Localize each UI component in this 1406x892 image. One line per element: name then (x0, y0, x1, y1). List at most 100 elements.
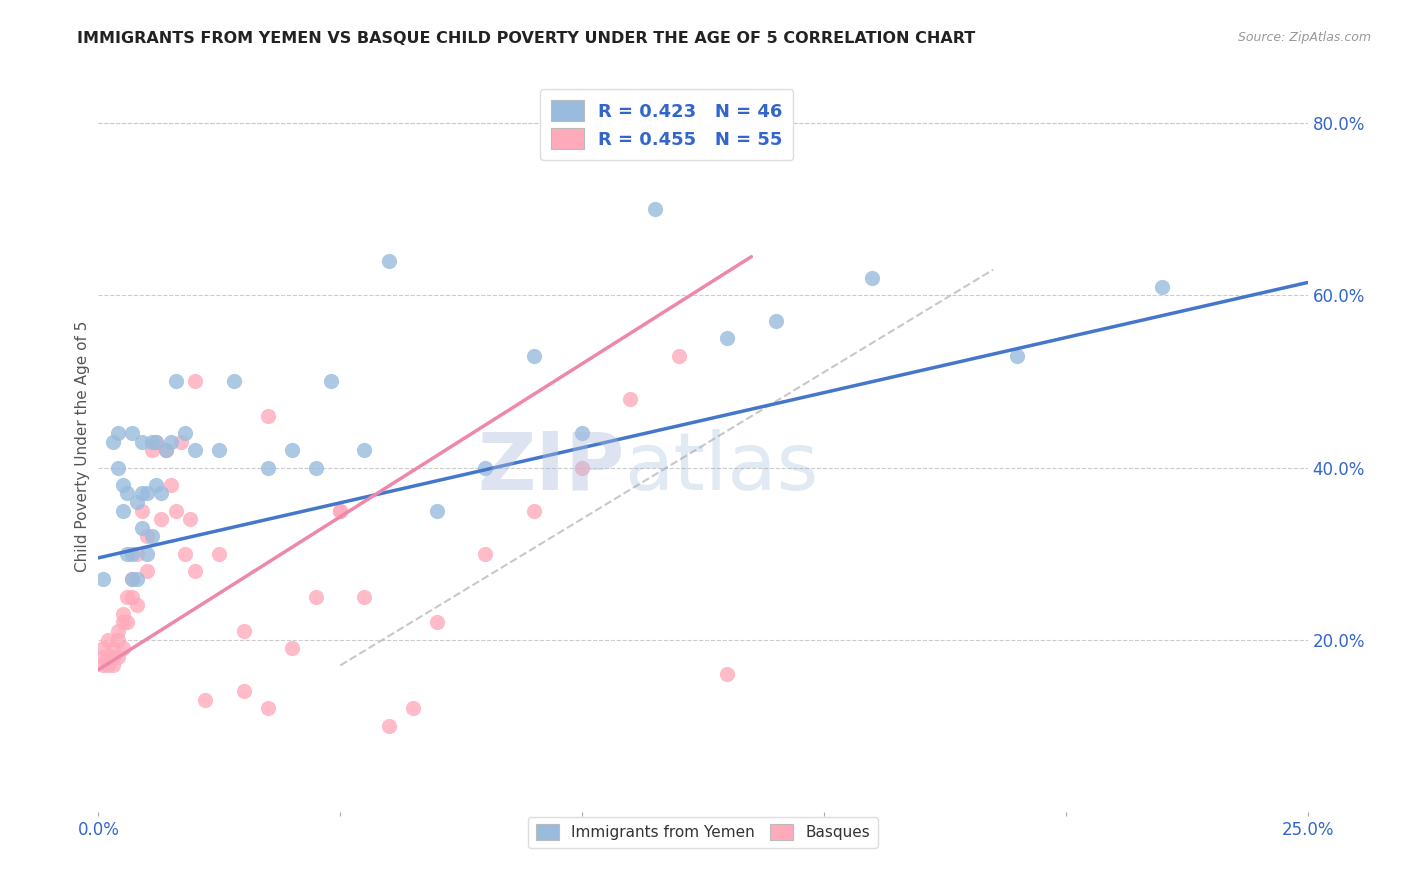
Text: Source: ZipAtlas.com: Source: ZipAtlas.com (1237, 31, 1371, 45)
Point (474, 460, 496, 475)
Point (111, 615, 134, 630)
Point (91, 573, 114, 587)
Point (91, 641, 114, 656)
Point (150, 486, 173, 500)
Point (256, 460, 278, 475)
Point (571, 460, 593, 475)
Point (426, 615, 449, 630)
Point (117, 547, 139, 561)
Point (145, 434, 167, 449)
Point (101, 434, 124, 449)
Text: ZIP: ZIP (477, 429, 624, 507)
Point (107, 632, 129, 647)
Point (111, 503, 134, 517)
Point (305, 460, 328, 475)
Point (135, 547, 157, 561)
Point (111, 607, 134, 621)
Point (1152, 280, 1174, 294)
Point (160, 434, 183, 449)
Point (131, 486, 153, 500)
Point (107, 624, 129, 638)
Point (121, 426, 143, 441)
Point (97, 658, 120, 673)
Point (111, 477, 134, 491)
Point (194, 693, 217, 707)
Point (169, 434, 191, 449)
Point (232, 684, 254, 698)
Point (256, 409, 278, 423)
Point (160, 477, 183, 491)
Point (150, 512, 173, 526)
Point (174, 547, 197, 561)
Point (117, 486, 139, 500)
Point (377, 719, 399, 733)
Point (184, 443, 207, 458)
Point (127, 598, 149, 612)
Point (91, 658, 114, 673)
Point (131, 434, 153, 449)
Point (765, 314, 787, 328)
Point (121, 573, 143, 587)
Point (319, 375, 342, 389)
Point (117, 615, 139, 630)
Point (571, 426, 593, 441)
Point (111, 641, 134, 656)
Point (668, 349, 690, 363)
Point (127, 547, 149, 561)
Point (145, 434, 167, 449)
Point (135, 564, 157, 578)
Point (107, 649, 129, 664)
Point (179, 512, 201, 526)
Text: IMMIGRANTS FROM YEMEN VS BASQUE CHILD POVERTY UNDER THE AGE OF 5 CORRELATION CHA: IMMIGRANTS FROM YEMEN VS BASQUE CHILD PO… (77, 31, 976, 46)
Point (208, 547, 231, 561)
Point (716, 331, 738, 345)
Point (426, 503, 449, 517)
Point (1007, 349, 1029, 363)
Point (145, 477, 167, 491)
Point (131, 521, 153, 535)
Point (619, 392, 641, 406)
Point (155, 443, 177, 458)
Point (127, 495, 149, 509)
Point (174, 426, 197, 441)
Point (121, 573, 143, 587)
Point (281, 443, 304, 458)
Point (523, 503, 546, 517)
Point (141, 443, 163, 458)
Point (91, 649, 114, 664)
Point (377, 254, 399, 268)
Point (402, 701, 425, 715)
Point (121, 590, 143, 604)
Point (117, 590, 139, 604)
Point (97, 649, 120, 664)
Point (107, 426, 129, 441)
Point (256, 701, 278, 715)
Point (141, 434, 163, 449)
Point (184, 375, 207, 389)
Point (644, 202, 666, 217)
Point (101, 658, 124, 673)
Y-axis label: Child Poverty Under the Age of 5: Child Poverty Under the Age of 5 (75, 320, 90, 572)
Point (222, 375, 245, 389)
Point (155, 443, 177, 458)
Point (716, 667, 738, 681)
Point (135, 529, 157, 543)
Legend: Immigrants from Yemen, Basques: Immigrants from Yemen, Basques (529, 817, 877, 848)
Point (127, 573, 149, 587)
Point (121, 547, 143, 561)
Point (281, 641, 304, 656)
Point (101, 641, 124, 656)
Point (329, 503, 352, 517)
Point (860, 271, 883, 285)
Point (135, 486, 157, 500)
Point (97, 632, 120, 647)
Point (107, 460, 129, 475)
Point (353, 590, 375, 604)
Point (329, 503, 352, 517)
Point (523, 349, 546, 363)
Point (141, 529, 163, 543)
Point (101, 649, 124, 664)
Text: atlas: atlas (624, 429, 818, 507)
Point (184, 564, 207, 578)
Point (208, 443, 231, 458)
